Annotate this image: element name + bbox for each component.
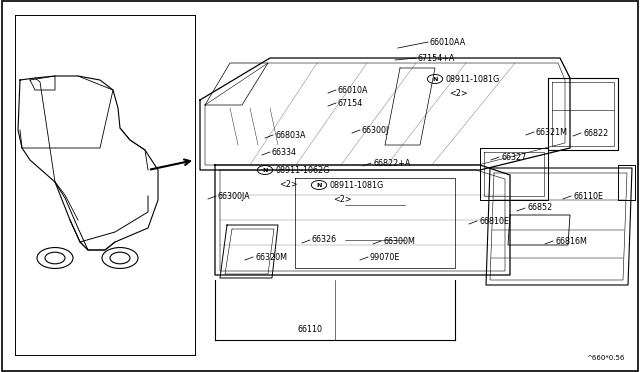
Text: 08911-1081G: 08911-1081G [330, 180, 384, 189]
Text: 66320M: 66320M [255, 253, 287, 262]
Text: 08911-1081G: 08911-1081G [446, 74, 500, 83]
Text: 66852: 66852 [527, 203, 552, 212]
Text: 66010A: 66010A [338, 86, 369, 94]
Text: 67154: 67154 [338, 99, 364, 108]
Text: 66300M: 66300M [383, 237, 415, 246]
Text: N: N [432, 77, 438, 81]
Text: 66803A: 66803A [275, 131, 305, 140]
Text: 66326: 66326 [312, 235, 337, 244]
Text: 66321M: 66321M [536, 128, 568, 137]
Text: 66327: 66327 [501, 153, 526, 161]
Text: ^660*0.56: ^660*0.56 [587, 355, 625, 361]
Text: 99070E: 99070E [370, 253, 401, 262]
Text: 67154+A: 67154+A [418, 54, 456, 62]
Text: 66822: 66822 [583, 128, 608, 138]
Text: 66810E: 66810E [479, 217, 509, 225]
Text: 66300JA: 66300JA [218, 192, 251, 201]
Text: <2>: <2> [333, 195, 352, 203]
Text: 66822+A: 66822+A [373, 158, 410, 167]
Text: 66300J: 66300J [362, 125, 389, 135]
Text: 66110: 66110 [298, 326, 323, 334]
Text: 66010AA: 66010AA [430, 38, 467, 46]
Text: 66816M: 66816M [555, 237, 587, 246]
Text: 66110E: 66110E [573, 192, 603, 201]
Text: N: N [262, 167, 268, 173]
Text: 66334: 66334 [272, 148, 297, 157]
Text: N: N [316, 183, 322, 187]
Text: <2>: <2> [279, 180, 298, 189]
Text: 08911-1062G: 08911-1062G [276, 166, 330, 174]
Text: <2>: <2> [449, 89, 468, 97]
